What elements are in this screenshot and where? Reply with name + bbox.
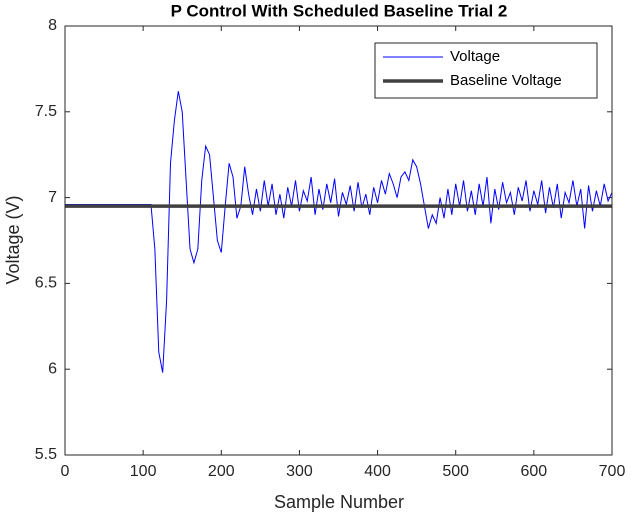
y-tick-label: 8 [48, 17, 57, 34]
x-tick-label: 0 [61, 463, 70, 480]
x-tick-label: 400 [364, 463, 391, 480]
legend-label: Baseline Voltage [450, 72, 562, 89]
x-tick-label: 300 [286, 463, 313, 480]
x-tick-label: 500 [442, 463, 469, 480]
y-tick-label: 5.5 [35, 446, 57, 463]
y-tick-label: 6.5 [35, 275, 57, 292]
plot-frame [64, 25, 613, 456]
x-tick-label: 100 [130, 463, 157, 480]
x-tick-label: 600 [521, 463, 548, 480]
y-tick-label: 6 [48, 360, 57, 377]
legend-box [374, 42, 598, 99]
y-tick-label: 7.5 [35, 103, 57, 120]
y-tick-label: 7 [48, 189, 57, 206]
x-axis-label: Sample Number [274, 492, 404, 512]
data-line [65, 91, 613, 373]
y-axis-label: Voltage (V) [3, 195, 23, 284]
legend-label: Voltage [450, 48, 500, 65]
chart-title: P Control With Scheduled Baseline Trial … [171, 1, 508, 20]
x-tick-label: 200 [208, 463, 235, 480]
x-tick-label: 700 [599, 463, 626, 480]
